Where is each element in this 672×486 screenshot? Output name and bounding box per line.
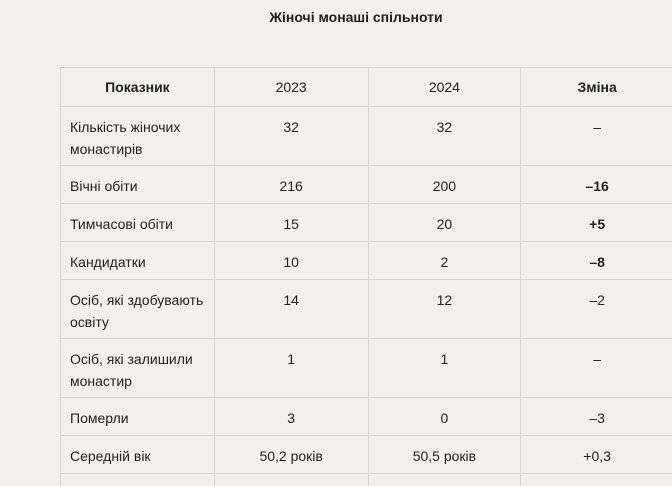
table-row-partial — [60, 473, 672, 486]
empty-cell — [367, 473, 522, 486]
cell-2023: 15 — [213, 203, 369, 242]
table-header-row: Показник 2023 2024 Зміна — [60, 67, 672, 107]
cell-2023: 14 — [213, 279, 369, 339]
cell-2024: 1 — [367, 338, 522, 398]
statistics-table: Показник 2023 2024 Зміна Кількість жіноч… — [60, 67, 672, 486]
cell-2023: 32 — [213, 106, 369, 166]
column-header-2024: 2024 — [367, 67, 522, 107]
cell-change: –16 — [520, 165, 672, 204]
empty-cell — [60, 473, 215, 486]
cell-change: +5 — [520, 203, 672, 242]
column-header-change: Зміна — [520, 67, 672, 107]
row-label: Кількість жіночих монастирів — [60, 106, 215, 166]
row-label: Померли — [60, 397, 215, 436]
cell-2024: 20 — [367, 203, 522, 242]
cell-2023: 10 — [213, 241, 369, 280]
table-row: Осіб, які залишили монастир 1 1 – — [60, 338, 672, 398]
cell-change: – — [520, 106, 672, 166]
cell-2024: 2 — [367, 241, 522, 280]
cell-change: –2 — [520, 279, 672, 339]
table-row: Кількість жіночих монастирів 32 32 – — [60, 106, 672, 166]
row-label: Середній вік — [60, 435, 215, 474]
cell-2023: 1 — [213, 338, 369, 398]
cell-change: – — [520, 338, 672, 398]
table-row: Кандидатки 10 2 –8 — [60, 241, 672, 280]
row-label: Осіб, які залишили монастир — [60, 338, 215, 398]
cell-2024: 12 — [367, 279, 522, 339]
cell-2024: 200 — [367, 165, 522, 204]
table-row: Померли 3 0 –3 — [60, 397, 672, 436]
table-row: Осіб, які здобувають освіту 14 12 –2 — [60, 279, 672, 339]
cell-2023: 3 — [213, 397, 369, 436]
column-header-indicator: Показник — [60, 67, 215, 107]
cell-2024: 0 — [367, 397, 522, 436]
table-row: Середній вік 50,2 років 50,5 років +0,3 — [60, 435, 672, 474]
page-title: Жіночі монаші спільноти — [269, 9, 443, 25]
table-row: Вічні обіти 216 200 –16 — [60, 165, 672, 204]
empty-cell — [213, 473, 369, 486]
row-label: Кандидатки — [60, 241, 215, 280]
cell-change: –8 — [520, 241, 672, 280]
row-label: Осіб, які здобувають освіту — [60, 279, 215, 339]
cell-2023: 50,2 років — [213, 435, 369, 474]
table-row: Тимчасові обіти 15 20 +5 — [60, 203, 672, 242]
cell-2024: 50,5 років — [367, 435, 522, 474]
empty-cell — [520, 473, 672, 486]
cell-2023: 216 — [213, 165, 369, 204]
row-label: Вічні обіти — [60, 165, 215, 204]
cell-2024: 32 — [367, 106, 522, 166]
cell-change: +0,3 — [520, 435, 672, 474]
column-header-2023: 2023 — [213, 67, 369, 107]
cell-change: –3 — [520, 397, 672, 436]
row-label: Тимчасові обіти — [60, 203, 215, 242]
